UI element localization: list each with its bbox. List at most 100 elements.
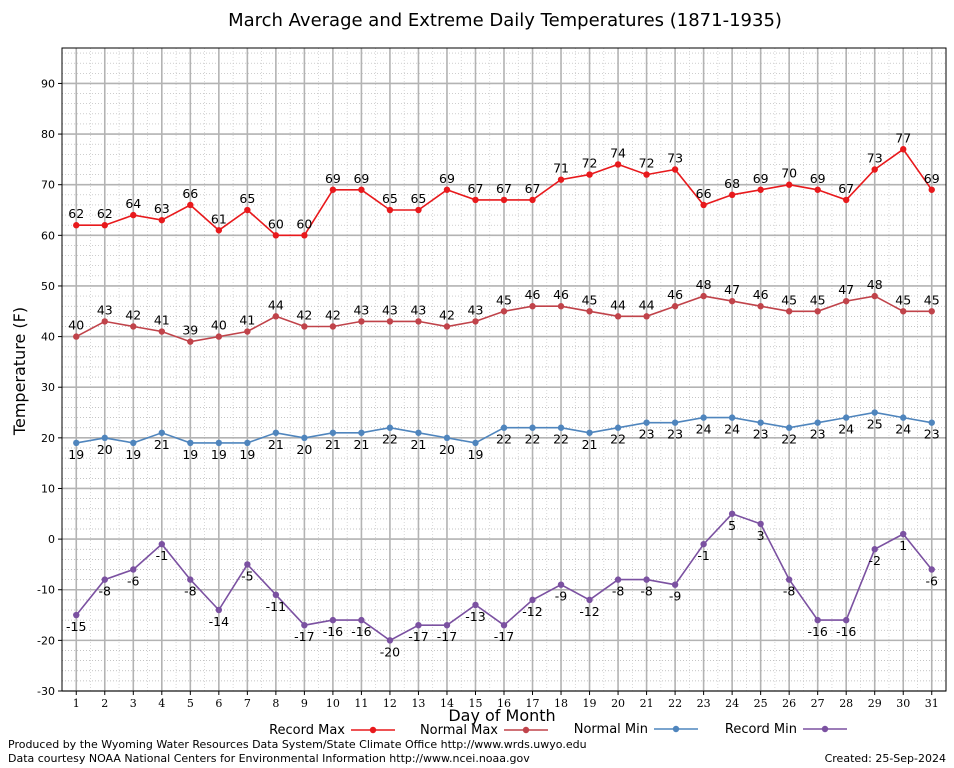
data-label-record-min: -16 (836, 624, 856, 639)
x-tick-label: 3 (130, 697, 137, 710)
data-label-normal-min: 25 (867, 417, 883, 432)
x-tick-label: 9 (301, 697, 308, 710)
data-label-normal-min: 19 (125, 447, 141, 462)
data-label-normal-min: 20 (97, 442, 113, 457)
data-point-record-max (73, 222, 80, 229)
data-point-record-max (386, 206, 394, 214)
data-point-normal-max (272, 313, 280, 320)
data-label-normal-max: 41 (239, 313, 255, 328)
y-tick-label: 70 (41, 179, 55, 192)
data-point-record-min (500, 621, 508, 629)
data-label-record-min: -9 (555, 589, 568, 604)
data-label-normal-max: 43 (468, 302, 484, 317)
data-point-record-min (358, 616, 365, 624)
data-label-record-max: 73 (667, 151, 683, 166)
data-label-normal-max: 45 (496, 292, 512, 307)
legend-label-normal-min: Normal Min (574, 722, 648, 737)
data-label-record-max: 62 (97, 206, 113, 221)
data-label-record-max: 66 (182, 186, 198, 201)
data-point-normal-max (386, 318, 394, 325)
data-label-normal-max: 45 (895, 292, 911, 307)
data-point-normal-min (244, 439, 251, 447)
data-point-normal-max (415, 318, 422, 325)
data-point-normal-max (187, 338, 194, 345)
data-point-normal-max (785, 308, 793, 315)
data-point-record-min (73, 611, 80, 619)
data-label-record-max: 74 (610, 145, 626, 160)
x-axis-ticks: 1 2 3 4 5 6 7 8 9 10 11 12 13 14 15 16 17 18 19 20 21 22 23 24 2… (73, 691, 939, 710)
x-tick-label: 2 (101, 697, 108, 710)
data-label-normal-max: 47 (838, 282, 854, 297)
data-point-normal-min (757, 419, 764, 426)
data-label-normal-min: 20 (296, 442, 312, 457)
data-label-record-min: -12 (522, 604, 542, 619)
legend-item-record-max: Record Max (269, 723, 395, 738)
data-point-record-min (529, 596, 536, 604)
series-group: 62 62 64 63 66 61 65 60 60 69 69 65 65 69 67 67 67 71 72 74… (66, 130, 940, 659)
data-label-normal-max: 46 (667, 287, 683, 302)
legend-label-record-min: Record Min (725, 722, 797, 737)
data-point-normal-max (529, 303, 536, 310)
data-point-record-max (643, 171, 650, 178)
data-point-normal-max (73, 333, 80, 340)
data-label-normal-min: 22 (610, 432, 626, 447)
data-point-record-max (900, 146, 907, 153)
data-point-normal-max (301, 323, 308, 330)
data-point-record-min (187, 576, 194, 583)
data-point-normal-max (671, 303, 679, 310)
data-point-record-min (871, 546, 878, 553)
data-label-record-max: 65 (239, 191, 255, 206)
data-label-normal-max: 45 (781, 292, 797, 307)
data-label-normal-min: 21 (353, 437, 369, 452)
data-point-record-max (614, 161, 622, 168)
data-label-record-max: 69 (353, 171, 369, 186)
x-tick-label: 12 (383, 697, 397, 710)
data-label-normal-min: 21 (268, 437, 284, 452)
data-point-normal-min (586, 429, 593, 436)
legend-label-normal-max: Normal Max (420, 723, 498, 738)
legend-marker-normal-min (672, 725, 680, 733)
data-label-record-min: -17 (494, 629, 514, 644)
data-point-record-min (443, 621, 451, 629)
data-label-record-min: -2 (868, 553, 880, 568)
y-tick-label: 40 (41, 331, 55, 344)
data-point-record-max (244, 206, 251, 214)
data-label-record-max: 67 (468, 181, 484, 196)
data-label-normal-min: 20 (439, 442, 455, 457)
data-label-record-max: 60 (268, 216, 284, 231)
data-label-normal-min: 21 (154, 437, 170, 452)
data-label-record-max: 70 (781, 166, 797, 181)
data-point-record-max (215, 227, 223, 234)
data-label-record-max: 67 (496, 181, 512, 196)
x-tick-label: 25 (754, 697, 768, 710)
data-label-normal-min: 23 (924, 427, 940, 442)
x-tick-label: 18 (554, 697, 568, 710)
data-label-normal-min: 24 (895, 422, 911, 437)
data-label-record-min: -9 (669, 589, 682, 604)
data-point-normal-min (443, 434, 451, 442)
y-tick-label: 0 (48, 533, 55, 546)
data-point-record-max (443, 186, 451, 193)
data-label-record-min: -8 (99, 584, 112, 599)
footer-data-courtesy: Data courtesy NOAA National Centers for … (8, 752, 530, 765)
data-label-record-max: 62 (68, 206, 84, 221)
data-label-normal-min: 22 (496, 432, 512, 447)
data-point-normal-max (101, 318, 108, 325)
data-label-normal-max: 45 (924, 292, 940, 307)
series-normal-max: 40 43 42 41 39 40 41 44 42 42 43 43 43 42 43 45 46 46 45 44… (68, 277, 940, 345)
data-point-normal-max (900, 308, 907, 315)
data-label-normal-min: 22 (525, 432, 541, 447)
x-tick-label: 23 (697, 697, 711, 710)
x-tick-label: 5 (187, 697, 194, 710)
x-tick-label: 8 (272, 697, 279, 710)
data-label-record-min: -11 (266, 599, 286, 614)
data-label-normal-min: 21 (410, 437, 426, 452)
data-point-record-min (557, 581, 565, 588)
data-label-record-min: -17 (408, 629, 428, 644)
data-label-normal-min: 24 (696, 422, 712, 437)
data-point-normal-min (215, 439, 223, 447)
x-tick-label: 17 (526, 697, 540, 710)
data-point-normal-min (73, 439, 80, 447)
data-point-normal-min (614, 424, 622, 431)
data-point-normal-max (472, 318, 479, 325)
